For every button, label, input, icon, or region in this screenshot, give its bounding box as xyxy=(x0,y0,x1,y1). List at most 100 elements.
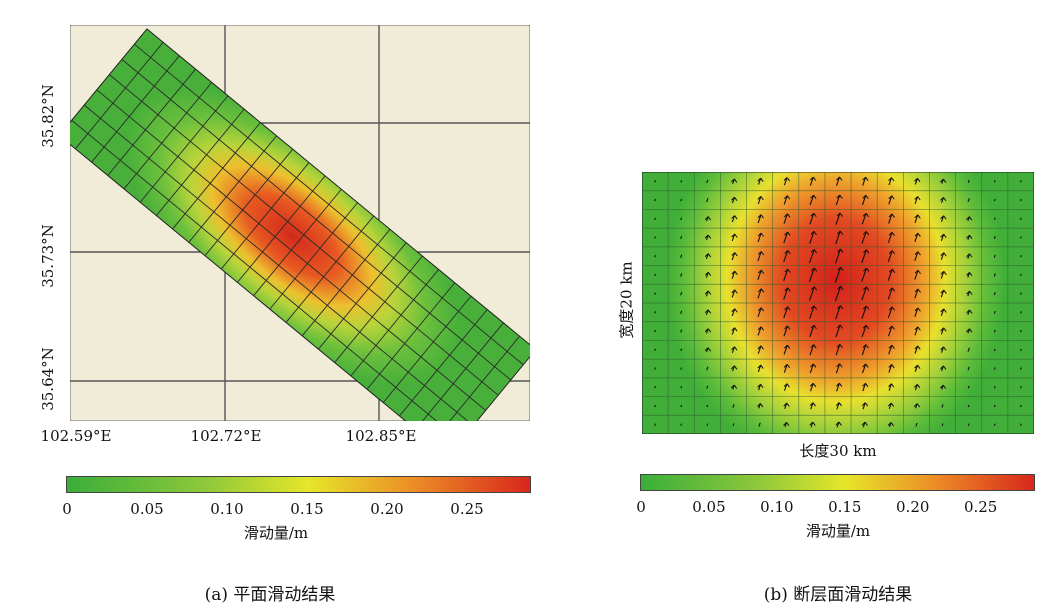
colorbar-tick-label: 0 xyxy=(62,500,72,518)
slip-arrow xyxy=(809,363,814,374)
slip-arrow xyxy=(888,195,893,205)
slip-arrow xyxy=(861,213,867,225)
slip-arrow xyxy=(1020,329,1022,333)
slip-arrow xyxy=(993,198,996,202)
slip-arrow xyxy=(967,347,970,352)
slip-arrow xyxy=(888,177,893,186)
slip-arrow xyxy=(967,179,970,183)
slip-arrow xyxy=(809,325,815,338)
slip-arrow xyxy=(914,196,919,204)
slip-arrow xyxy=(940,289,945,298)
y-tick-label: 35.73°N xyxy=(39,224,57,288)
slip-arrow xyxy=(914,307,919,318)
slip-arrow xyxy=(758,422,761,427)
slip-arrow xyxy=(835,305,841,320)
slip-arrow xyxy=(914,326,919,336)
slip-arrow xyxy=(861,325,867,338)
slip-arrow xyxy=(967,366,970,371)
slip-arrow xyxy=(654,236,656,239)
slip-arrow xyxy=(993,254,996,258)
slip-arrow xyxy=(1020,198,1022,202)
slip-arrow xyxy=(1020,367,1022,370)
slip-arrow xyxy=(967,404,970,408)
slip-arrow xyxy=(1020,386,1022,389)
slip-arrow xyxy=(993,217,996,221)
colorbar-tick-label: 0.05 xyxy=(130,500,164,518)
slip-arrow xyxy=(914,364,919,373)
slip-arrow xyxy=(654,255,656,258)
slip-arrow xyxy=(809,383,814,392)
slip-arrow xyxy=(1020,217,1022,220)
slip-arrow xyxy=(809,305,815,319)
slip-arrow xyxy=(783,344,788,355)
colorbar-b-label: 滑动量/m xyxy=(805,522,871,540)
slip-arrow xyxy=(914,288,919,299)
fault-cells xyxy=(642,172,1034,434)
slip-arrow xyxy=(809,249,815,264)
slip-arrow xyxy=(914,214,919,223)
slip-arrow xyxy=(757,251,762,262)
slip-arrow xyxy=(706,423,709,426)
slip-arrow xyxy=(706,179,709,184)
slip-arrow xyxy=(862,363,867,374)
slip-arrow xyxy=(783,231,789,244)
slip-arrow xyxy=(835,194,841,206)
slip-arrow xyxy=(680,254,683,258)
slip-arrow xyxy=(861,231,867,244)
slip-arrow xyxy=(1020,273,1022,277)
slip-arrow xyxy=(993,292,996,296)
slip-arrow xyxy=(757,232,762,243)
slip-arrow xyxy=(783,177,788,186)
slip-arrow xyxy=(887,287,893,300)
slip-arrow xyxy=(834,285,842,302)
slip-arrow xyxy=(783,287,789,300)
slip-arrow xyxy=(1020,311,1022,314)
slip-arrow xyxy=(757,196,762,204)
slip-arrow xyxy=(783,250,789,263)
colorbar-tick-label: 0.15 xyxy=(828,498,862,516)
slip-arrow xyxy=(654,180,656,183)
slip-arrow xyxy=(861,195,867,206)
slip-arrow xyxy=(731,308,736,317)
slip-arrow xyxy=(888,345,893,355)
slip-arrow xyxy=(835,363,841,374)
slip-arrow xyxy=(914,232,919,243)
slip-arrow xyxy=(680,217,683,221)
slip-arrow xyxy=(915,422,918,427)
slip-arrow xyxy=(835,176,841,186)
slip-arrow xyxy=(861,267,868,282)
x-tick-label: 102.85°E xyxy=(345,427,417,445)
slip-arrow xyxy=(680,386,683,389)
slip-arrow xyxy=(834,248,842,264)
slip-arrow xyxy=(993,329,996,333)
slip-arrow xyxy=(783,364,788,373)
x-tick-label: 102.72°E xyxy=(190,427,262,445)
slip-arrow xyxy=(654,217,656,220)
slip-arrow xyxy=(654,273,656,277)
slip-arrow xyxy=(836,382,840,392)
slip-arrow xyxy=(940,233,945,242)
slip-arrow xyxy=(993,180,996,183)
slip-arrow xyxy=(861,344,867,356)
slip-arrow xyxy=(914,270,919,280)
slip-arrow xyxy=(993,423,996,426)
slip-arrow xyxy=(706,385,709,389)
slip-arrow xyxy=(993,273,996,277)
panel-a-map xyxy=(70,25,530,421)
slip-arrow xyxy=(680,291,683,296)
slip-arrow xyxy=(1020,255,1022,258)
slip-arrow xyxy=(940,271,945,279)
slip-arrow xyxy=(731,289,736,298)
slip-arrow xyxy=(993,386,996,389)
slip-arrow xyxy=(680,367,683,370)
colorbar-a-label: 滑动量/m xyxy=(243,524,309,542)
slip-arrow xyxy=(1020,180,1022,183)
slip-arrows xyxy=(654,176,1022,428)
slip-arrow xyxy=(809,344,815,356)
slip-arrow xyxy=(680,404,683,408)
slip-arrow xyxy=(783,213,788,224)
slip-arrow xyxy=(706,366,709,371)
slip-arrow xyxy=(888,383,892,391)
slip-arrow xyxy=(654,404,656,408)
colorbar-tick-label: 0.05 xyxy=(692,498,726,516)
